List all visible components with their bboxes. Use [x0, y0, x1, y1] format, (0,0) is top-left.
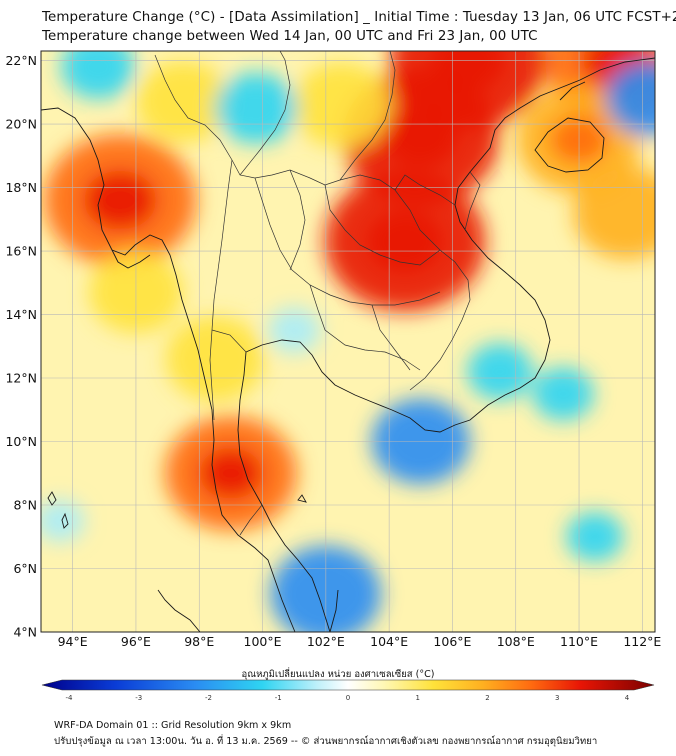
country-borders	[154, 51, 481, 536]
warm-spot-laos-north	[292, 62, 391, 148]
hot-spot-myanmar-west-core	[83, 170, 157, 231]
colorbar-tick-label: -1	[275, 694, 282, 702]
latitude-axis: 4°N 6°N 8°N 10°N 12°N 14°N 16°N 18°N 20°N 22°N	[5, 53, 37, 639]
colorbar-tick-label: -4	[66, 694, 74, 702]
colorbar-tick-label: 3	[555, 694, 559, 702]
lat-tick-label: 18°N	[5, 180, 37, 195]
colorbar-tick-label: 0	[346, 694, 350, 702]
cool-spot-south-china-sea-east	[566, 511, 624, 562]
lat-tick-label: 8°N	[13, 498, 37, 513]
lon-tick-label: 96°E	[121, 634, 151, 649]
cool-spot-east-vietnam-sea	[532, 367, 594, 421]
cool-spot-central-vietnam	[467, 343, 533, 401]
cool-spot-northeast	[605, 61, 655, 137]
lon-tick-label: 110°E	[560, 634, 598, 649]
colorbar-bar	[41, 679, 655, 691]
warm-spot-peninsula-core	[199, 447, 263, 499]
map-title-line1: Temperature Change (°C) - [Data Assimila…	[42, 10, 676, 25]
footer-update-info: ปรับปรุงข้อมูล ณ เวลา 13:00น. วัน อ. ที่…	[54, 736, 598, 747]
cool-spot-north-myanmar	[215, 72, 298, 144]
lat-tick-label: 6°N	[13, 561, 37, 576]
hot-spot-south-china-north-core	[430, 51, 506, 92]
colorbar-label: อุณหภูมิเปลี่ยนแปลง หน่วย องศาเซลเซียส (…	[241, 669, 435, 680]
lon-tick-label: 102°E	[307, 634, 345, 649]
cool-spot-andaman-south	[41, 499, 85, 543]
lat-tick-label: 10°N	[5, 434, 37, 449]
lat-tick-label: 16°N	[5, 244, 37, 259]
lon-tick-label: 98°E	[184, 634, 214, 649]
colorbar-tick-label: 1	[416, 694, 420, 702]
colorbar-tick-label: -2	[205, 694, 212, 702]
lon-tick-label: 106°E	[433, 634, 471, 649]
lat-tick-label: 22°N	[5, 53, 37, 68]
temperature-field	[41, 51, 655, 632]
lon-tick-label: 94°E	[58, 634, 88, 649]
coastlines	[41, 57, 655, 632]
warm-spot-myanmar-central	[136, 60, 231, 143]
warm-spot-tenasserim	[165, 316, 265, 402]
colorbar-tick-label: 2	[485, 694, 489, 702]
lon-tick-label: 100°E	[244, 634, 282, 649]
lat-tick-label: 20°N	[5, 117, 37, 132]
cool-spot-northwest	[61, 51, 135, 99]
lon-tick-label: 104°E	[370, 634, 408, 649]
colorbar-tick-label: 4	[625, 694, 630, 702]
lon-tick-label: 112°E	[623, 634, 661, 649]
lat-tick-label: 4°N	[13, 625, 37, 640]
warm-spot-gulf-of-tonkin-east	[573, 166, 655, 260]
cool-spot-gulf-of-thailand	[267, 307, 321, 354]
map-frame	[40, 50, 656, 633]
map-gridlines	[41, 51, 655, 633]
colorbar-tick-label: -3	[135, 694, 142, 702]
lon-tick-label: 108°E	[497, 634, 535, 649]
longitude-axis: 94°E 96°E 98°E 100°E 102°E 104°E 106°E 108°E 110…	[58, 634, 662, 649]
lat-tick-label: 12°N	[5, 371, 37, 386]
footer-grid-info: WRF-DA Domain 01 :: Grid Resolution 9km …	[54, 720, 292, 731]
colorbar: -4 -3 -2 -1 0 1 2 3 4	[41, 679, 655, 702]
map-title-line2: Temperature change between Wed 14 Jan, 0…	[42, 29, 538, 44]
lat-tick-label: 14°N	[5, 307, 37, 322]
